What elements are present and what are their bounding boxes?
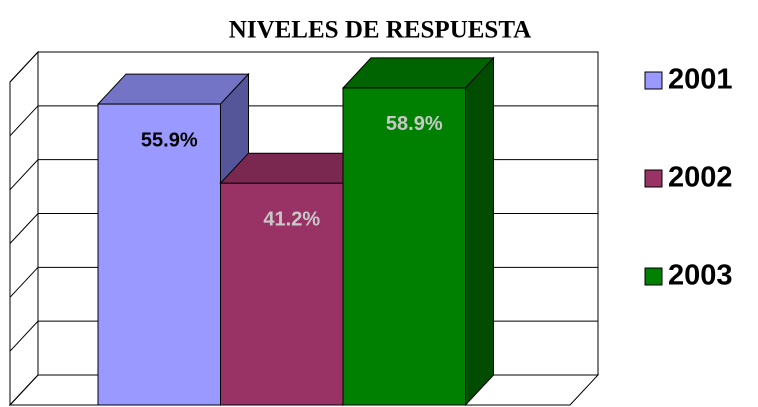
bar (97, 103, 221, 406)
bar-side (465, 56, 494, 407)
legend-swatch (644, 71, 663, 90)
legend-label: 2002 (668, 162, 733, 194)
bar (342, 87, 466, 406)
grid-line (9, 51, 598, 83)
chart-title: NIVELES DE RESPUESTA (229, 17, 531, 44)
legend-swatch (644, 169, 663, 188)
bar (220, 182, 344, 406)
value-label: 55.9% (141, 129, 198, 151)
legend-label: 2003 (668, 260, 733, 292)
value-label: 58.9% (386, 113, 443, 135)
value-label: 41.2% (263, 208, 320, 230)
legend-swatch (644, 267, 663, 286)
legend-label: 2001 (668, 64, 733, 96)
